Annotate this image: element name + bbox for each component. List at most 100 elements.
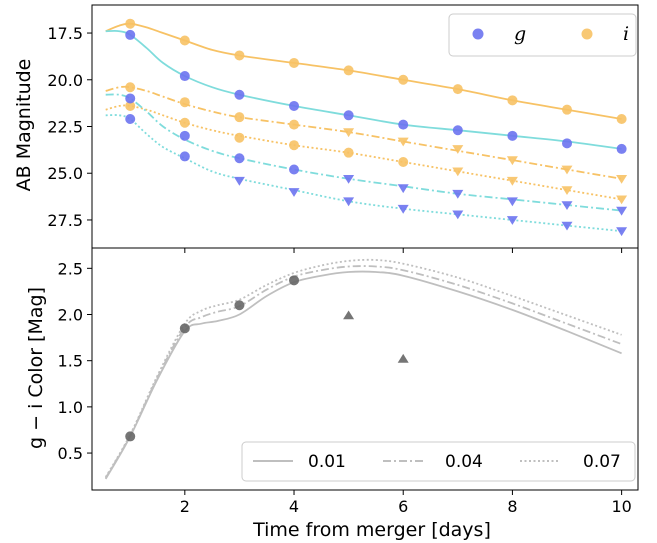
top-marker-i-circle-1-1: [179, 97, 190, 108]
top-marker-g-circle-5-4: [343, 110, 354, 121]
legend-label-g: g: [514, 23, 526, 45]
top-marker-g-circle-5-7: [507, 130, 518, 141]
top-marker-g-circle-5-2: [234, 89, 245, 100]
legend-label-004: 0.04: [445, 452, 483, 472]
top-marker-g-circle-7-1: [179, 151, 190, 162]
bottom-marker-circle-2: [234, 300, 245, 311]
bottom-xtick-label-2: 6: [398, 497, 408, 516]
top-marker-i-triangle-down-3-4: [561, 165, 573, 175]
top-marker-g-circle-6-0: [125, 93, 136, 104]
top-ytick-label-0: 17.5: [47, 24, 83, 43]
bottom-series-0.07: [104, 258, 622, 478]
top-marker-i-circle-2-1: [179, 117, 190, 128]
top-marker-i-circle-0-8: [562, 104, 573, 115]
bottom-ytick-label-1: 1.0: [58, 398, 83, 417]
bottom-xtick-label-3: 8: [507, 497, 517, 516]
top-marker-i-circle-0-1: [179, 35, 190, 46]
top-marker-i-triangle-down-3-3: [506, 156, 518, 166]
top-marker-i-circle-2-5: [398, 157, 409, 168]
top-marker-i-circle-0-3: [289, 57, 300, 68]
top-marker-i-circle-1-2: [234, 112, 245, 123]
bottom-frame: [91, 247, 639, 491]
top-marker-i-circle-2-3: [289, 140, 300, 151]
top-marker-g-circle-5-1: [179, 71, 190, 82]
top-marker-g-triangle-down-8-5: [616, 206, 628, 216]
xlabel: Time from merger [days]: [252, 519, 491, 541]
plot-layer: [104, 18, 628, 480]
top-ytick-label-1: 20.0: [47, 71, 83, 90]
top-marker-i-circle-0-7: [507, 95, 518, 106]
legend-label-001: 0.01: [308, 452, 346, 472]
bottom-marker-circle-3: [289, 275, 300, 286]
top-marker-g-triangle-down-8-1: [397, 184, 409, 194]
top-marker-i-triangle-down-3-5: [616, 175, 628, 184]
label-layer: AB Magnitude g − i Color [Mag] Time from…: [13, 59, 491, 541]
top-marker-i-circle-0-9: [616, 114, 627, 125]
legend-label-i: i: [623, 23, 629, 45]
top-marker-g-circle-5-8: [562, 138, 573, 149]
top-marker-g-circle-7-0: [125, 114, 136, 125]
top-marker-i-circle-0-4: [343, 65, 354, 76]
top-marker-i-circle-0-5: [398, 74, 409, 85]
legend-label-007: 0.07: [583, 452, 621, 472]
bottom-xtick-label-1: 4: [289, 497, 299, 516]
bottom-legend-box: [241, 441, 636, 482]
top-marker-g-circle-6-3: [289, 164, 300, 175]
top-ytick-label-3: 25.0: [47, 164, 83, 183]
top-marker-g-circle-5-5: [398, 119, 409, 130]
top-marker-i-circle-0-2: [234, 50, 245, 61]
top-marker-g-circle-5-9: [616, 143, 627, 154]
top-marker-i-circle-1-0: [125, 82, 136, 93]
bottom-marker-circle-0: [125, 431, 136, 442]
top-marker-g-triangle-down-8-0: [343, 175, 355, 184]
legend-layer: g i 0.01 0.04 0.07: [241, 13, 637, 482]
top-marker-i-circle-0-0: [125, 18, 136, 29]
top-marker-i-triangle-down-4-0: [452, 167, 464, 177]
top-marker-g-triangle-down-9-4: [452, 210, 464, 220]
top-marker-g-triangle-down-8-4: [561, 201, 573, 210]
bottom-ytick-label-3: 2.0: [58, 306, 83, 325]
top-marker-g-triangle-down-9-7: [616, 227, 628, 237]
top-ylabel: AB Magnitude: [13, 59, 35, 192]
top-marker-i-circle-2-2: [234, 132, 245, 143]
top-marker-i-triangle-down-3-1: [397, 137, 409, 147]
top-marker-i-circle-0-6: [452, 84, 463, 95]
top-marker-i-circle-1-3: [289, 119, 300, 130]
top-marker-i-triangle-down-4-3: [616, 195, 628, 205]
bottom-ytick-label-4: 2.5: [58, 259, 83, 278]
top-marker-i-circle-2-0: [125, 100, 136, 111]
top-marker-g-circle-6-2: [234, 153, 245, 164]
top-marker-g-triangle-down-9-2: [343, 197, 355, 207]
top-marker-g-triangle-down-8-2: [452, 189, 464, 199]
legend-marker-g: [472, 28, 484, 40]
bottom-xtick-label-0: 2: [180, 497, 190, 516]
top-legend-box: [448, 13, 637, 57]
top-marker-i-triangle-down-4-1: [506, 176, 518, 186]
top-marker-i-circle-2-4: [343, 147, 354, 158]
top-marker-g-triangle-down-9-0: [233, 176, 245, 186]
top-marker-g-triangle-down-9-3: [397, 204, 409, 214]
top-marker-g-triangle-down-9-6: [561, 221, 573, 231]
top-marker-g-circle-5-3: [289, 100, 300, 111]
bottom-ylabel: g − i Color [Mag]: [25, 287, 47, 449]
top-marker-g-circle-6-1: [179, 130, 190, 141]
top-marker-g-circle-5-0: [125, 29, 136, 40]
top-marker-i-triangle-down-3-2: [452, 145, 464, 154]
bottom-marker-triangle-up-1: [397, 353, 409, 363]
top-marker-g-triangle-down-9-1: [288, 188, 300, 197]
top-marker-g-triangle-down-8-3: [506, 197, 518, 207]
bottom-marker-triangle-up-0: [343, 310, 355, 320]
top-ytick-label-4: 27.5: [47, 211, 83, 230]
axes-layer: 17.5 20.0 22.5 25.0 27.5 0.5 1.0 1.5 2.0 2.5 2 4 6 8 1…: [47, 4, 639, 516]
bottom-ytick-label-0: 0.5: [58, 444, 83, 463]
top-ytick-label-2: 22.5: [47, 118, 83, 137]
top-marker-i-triangle-down-4-2: [561, 186, 573, 195]
top-marker-g-triangle-down-9-5: [506, 216, 518, 225]
bottom-marker-circle-1: [179, 323, 190, 334]
bottom-ytick-label-2: 1.5: [58, 352, 83, 371]
top-marker-i-triangle-down-3-0: [343, 128, 355, 138]
bottom-xtick-label-4: 10: [611, 497, 631, 516]
top-marker-g-circle-5-6: [452, 125, 463, 136]
legend-marker-i: [581, 28, 593, 40]
